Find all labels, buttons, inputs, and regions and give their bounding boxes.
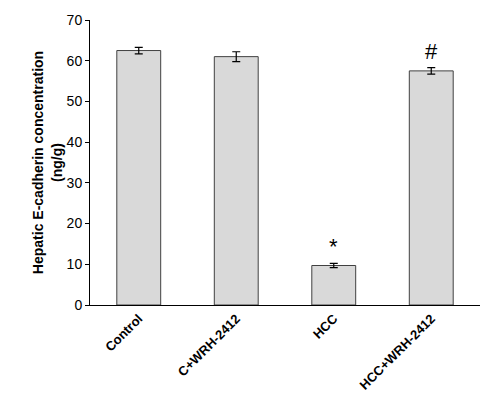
svg-text:70: 70 — [67, 12, 83, 28]
svg-text:C+WRH-2412: C+WRH-2412 — [175, 311, 243, 379]
svg-text:#: # — [425, 39, 438, 64]
svg-text:50: 50 — [67, 93, 83, 109]
svg-text:Hepatic E-cadherin concentrati: Hepatic E-cadherin concentration(ng/g) — [30, 51, 64, 274]
svg-text:*: * — [329, 234, 338, 259]
svg-text:HCC: HCC — [310, 311, 341, 342]
svg-text:20: 20 — [67, 215, 83, 231]
svg-text:Control: Control — [102, 311, 145, 354]
svg-text:30: 30 — [67, 175, 83, 191]
svg-text:40: 40 — [67, 134, 83, 150]
svg-text:0: 0 — [74, 297, 82, 313]
svg-text:60: 60 — [67, 53, 83, 69]
svg-text:10: 10 — [67, 256, 83, 272]
svg-text:HCC+WRH-2412: HCC+WRH-2412 — [357, 311, 438, 392]
